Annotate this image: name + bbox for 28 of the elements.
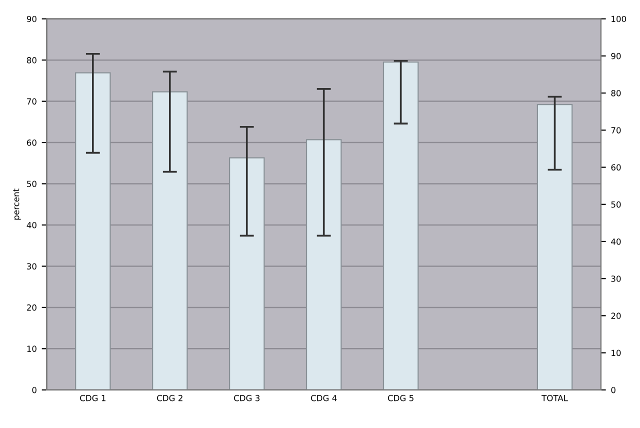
y-axis-title: percent	[13, 188, 21, 220]
x-tick-label: CDG 1	[80, 394, 106, 402]
y2-tick-label: 10	[612, 350, 621, 356]
y-tick-label: 30	[27, 263, 36, 270]
y-tick-label: 80	[26, 57, 36, 64]
y-tick-label: 0	[32, 386, 36, 394]
y2-tick-label: 100	[612, 16, 626, 22]
y-tick-label: 40	[26, 222, 36, 228]
y-tick-label: 10	[27, 346, 36, 352]
y-tick-label: 60	[26, 140, 36, 146]
x-tick-label: TOTAL	[542, 394, 568, 402]
y2-tick-label: 50	[611, 201, 621, 208]
y2-tick-label: 20	[611, 312, 621, 319]
y-tick-label: 90	[26, 16, 36, 22]
y2-tick-label: 0	[611, 386, 616, 394]
x-tick-label: CDG 2	[157, 394, 182, 402]
x-tick-label: CDG 3	[234, 394, 260, 402]
y-tick-label: 20	[27, 304, 36, 311]
y-tick-label: 50	[27, 180, 36, 188]
y2-tick-label: 30	[611, 276, 621, 282]
y2-tick-label: 40	[611, 238, 621, 245]
x-tick-label: CDG 4	[310, 394, 337, 402]
y-tick-label: 70	[27, 98, 36, 105]
y2-tick-label: 80	[611, 90, 621, 96]
y2-tick-label: 90	[611, 52, 621, 60]
y2-tick-label: 70	[611, 127, 621, 134]
x-tick-label: CDG 5	[388, 394, 414, 402]
y2-tick-label: 60	[611, 164, 621, 171]
